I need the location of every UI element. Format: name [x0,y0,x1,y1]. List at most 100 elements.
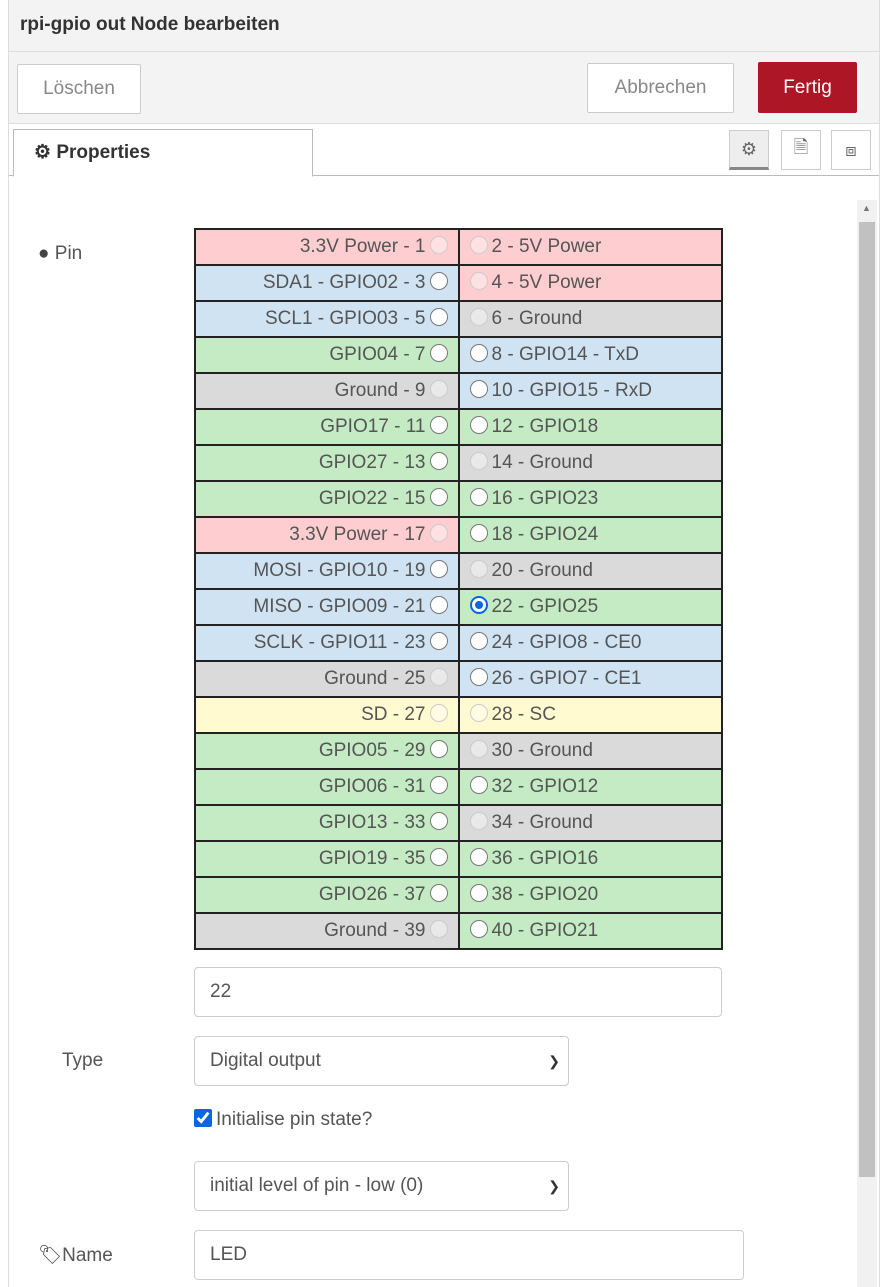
pin-radio[interactable] [429,811,448,830]
pin-label: MOSI - GPIO10 - 19 [253,560,426,581]
pin-label: GPIO26 - 37 [318,884,426,905]
pin-cell[interactable]: GPIO19 - 35 [194,840,460,878]
pin-radio[interactable] [429,739,448,758]
pin-cell: 20 - Ground [457,552,723,590]
pin-row: SDA1 - GPIO02 - 3 4 - 5V Power [194,264,723,302]
scrollbar-thumb[interactable] [859,222,875,1177]
pin-radio[interactable] [469,883,488,902]
pin-radio[interactable] [429,883,448,902]
pin-label: Ground - 9 [334,380,426,401]
pin-cell[interactable]: SDA1 - GPIO02 - 3 [194,264,460,302]
pin-row: MOSI - GPIO10 - 19 20 - Ground [194,552,723,590]
pin-row: GPIO27 - 13 14 - Ground [194,444,723,482]
pin-cell[interactable]: GPIO06 - 31 [194,768,460,806]
pin-label: MISO - GPIO09 - 21 [253,596,426,617]
done-button[interactable]: Fertig [758,62,857,113]
pin-label: GPIO05 - 29 [318,740,426,761]
pin-cell[interactable]: 18 - GPIO24 [457,516,723,554]
pin-cell[interactable]: 16 - GPIO23 [457,480,723,518]
pin-radio[interactable] [429,559,448,578]
chevron-down-icon: ❯ [548,1052,560,1069]
pin-radio[interactable] [469,667,488,686]
pin-row: MISO - GPIO09 - 21 22 - GPIO25 [194,588,723,626]
pin-label: GPIO13 - 33 [318,812,426,833]
pin-label: 14 - Ground [491,452,593,473]
pin-radio[interactable] [429,487,448,506]
pin-row: SCL1 - GPIO03 - 5 6 - Ground [194,300,723,338]
pin-radio[interactable] [469,343,488,362]
pin-cell[interactable]: MOSI - GPIO10 - 19 [194,552,460,590]
pin-radio[interactable] [469,523,488,542]
pin-cell[interactable]: SCL1 - GPIO03 - 5 [194,300,460,338]
pin-cell[interactable]: GPIO26 - 37 [194,876,460,914]
level-select[interactable]: initial level of pin - low (0) ❯ [194,1161,569,1211]
pin-cell[interactable]: 32 - GPIO12 [457,768,723,806]
pin-cell[interactable]: MISO - GPIO09 - 21 [194,588,460,626]
scroll-up-icon[interactable]: ▲ [862,203,871,213]
description-icon[interactable]: 🗎 [781,130,821,170]
pin-cell: 30 - Ground [457,732,723,770]
pin-radio[interactable] [469,847,488,866]
pin-row: GPIO17 - 11 12 - GPIO18 [194,408,723,446]
pin-radio[interactable] [469,775,488,794]
pin-radio [469,811,488,830]
tab-properties[interactable]: ⚙ Properties [13,129,313,177]
pin-cell[interactable]: 10 - GPIO15 - RxD [457,372,723,410]
cancel-button[interactable]: Abbrechen [587,63,734,113]
pin-label: GPIO22 - 15 [318,488,426,509]
pin-radio [429,919,448,938]
pin-cell[interactable]: GPIO13 - 33 [194,804,460,842]
circle-icon: ● [38,243,50,264]
pin-row: GPIO13 - 33 34 - Ground [194,804,723,842]
pin-radio[interactable] [429,631,448,650]
appearance-icon[interactable]: ⧈ [831,130,871,170]
pin-radio[interactable] [429,271,448,290]
pin-label: 20 - Ground [491,560,593,581]
pin-cell[interactable]: 38 - GPIO20 [457,876,723,914]
pin-label: 40 - GPIO21 [491,920,599,941]
pin-radio[interactable] [469,379,488,398]
pin-radio[interactable] [429,775,448,794]
pin-radio[interactable] [429,415,448,434]
pin-radio[interactable] [429,343,448,362]
pin-radio[interactable] [429,847,448,866]
type-select[interactable]: Digital output ❯ [194,1036,569,1086]
pin-cell[interactable]: GPIO17 - 11 [194,408,460,446]
pin-radio[interactable] [469,415,488,434]
pin-label: GPIO04 - 7 [329,344,426,365]
pin-cell[interactable]: 12 - GPIO18 [457,408,723,446]
pin-radio[interactable] [469,631,488,650]
pin-row: GPIO05 - 29 30 - Ground [194,732,723,770]
type-label: Type [62,1050,104,1071]
pin-cell[interactable]: GPIO22 - 15 [194,480,460,518]
pin-radio[interactable] [469,919,488,938]
pin-label: Ground - 25 [324,668,426,689]
pin-cell[interactable]: GPIO05 - 29 [194,732,460,770]
pin-row: GPIO19 - 35 36 - GPIO16 [194,840,723,878]
init-checkbox[interactable] [194,1109,212,1127]
pin-cell[interactable]: 24 - GPIO8 - CE0 [457,624,723,662]
pin-input[interactable]: 22 [194,967,722,1017]
pin-radio[interactable] [469,595,488,614]
pin-radio[interactable] [429,307,448,326]
pin-radio[interactable] [469,487,488,506]
pin-cell[interactable]: 26 - GPIO7 - CE1 [457,660,723,698]
pin-row: Ground - 9 10 - GPIO15 - RxD [194,372,723,410]
gear-icon[interactable]: ⚙ [729,130,769,170]
name-input[interactable]: LED [194,1230,744,1280]
pin-cell: 3.3V Power - 1 [194,228,460,266]
delete-button[interactable]: Löschen [17,64,141,114]
pin-cell[interactable]: 40 - GPIO21 [457,912,723,950]
pin-radio [469,271,488,290]
pin-cell[interactable]: GPIO04 - 7 [194,336,460,374]
pin-radio[interactable] [429,595,448,614]
pin-label: 32 - GPIO12 [491,776,599,797]
pin-cell[interactable]: SCLK - GPIO11 - 23 [194,624,460,662]
pin-cell[interactable]: 22 - GPIO25 [457,588,723,626]
pin-cell[interactable]: 8 - GPIO14 - TxD [457,336,723,374]
pin-radio[interactable] [429,451,448,470]
pin-cell[interactable]: GPIO27 - 13 [194,444,460,482]
pin-cell[interactable]: 36 - GPIO16 [457,840,723,878]
pin-row: 3.3V Power - 1 2 - 5V Power [194,228,723,266]
scrollbar[interactable]: ▲ [857,200,877,1287]
